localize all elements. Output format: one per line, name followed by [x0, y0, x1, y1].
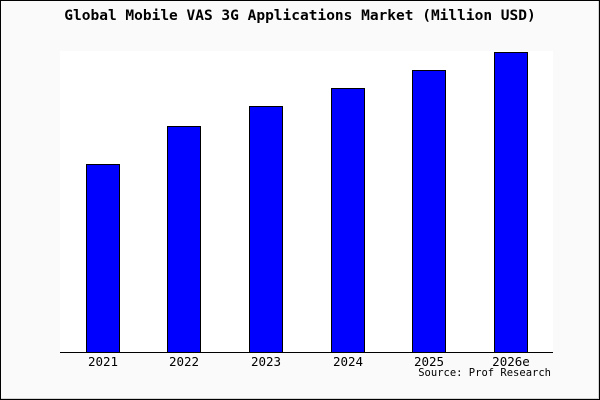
- plot-area: [60, 51, 553, 353]
- x-tick-label-2023: 2023: [250, 354, 282, 369]
- x-tick-label-2026e: 2026e: [492, 354, 530, 369]
- x-axis-labels: 2021 2022 2023 2024 2025 2026e: [60, 354, 553, 370]
- x-tick-label-2022: 2022: [168, 354, 200, 369]
- x-tick-label-2021: 2021: [87, 354, 119, 369]
- x-tick-label-2024: 2024: [332, 354, 364, 369]
- x-axis-line: [60, 352, 553, 353]
- bar-2025: [412, 70, 446, 352]
- bar-2024: [331, 88, 365, 352]
- bar-2026e: [494, 52, 528, 352]
- bar-2022: [167, 126, 201, 352]
- source-credit: Source: Prof Research: [418, 367, 551, 379]
- x-tick-label-2025: 2025: [413, 354, 445, 369]
- chart-title: Global Mobile VAS 3G Applications Market…: [64, 8, 536, 24]
- bar-2021: [86, 164, 120, 352]
- bar-2023: [249, 106, 283, 352]
